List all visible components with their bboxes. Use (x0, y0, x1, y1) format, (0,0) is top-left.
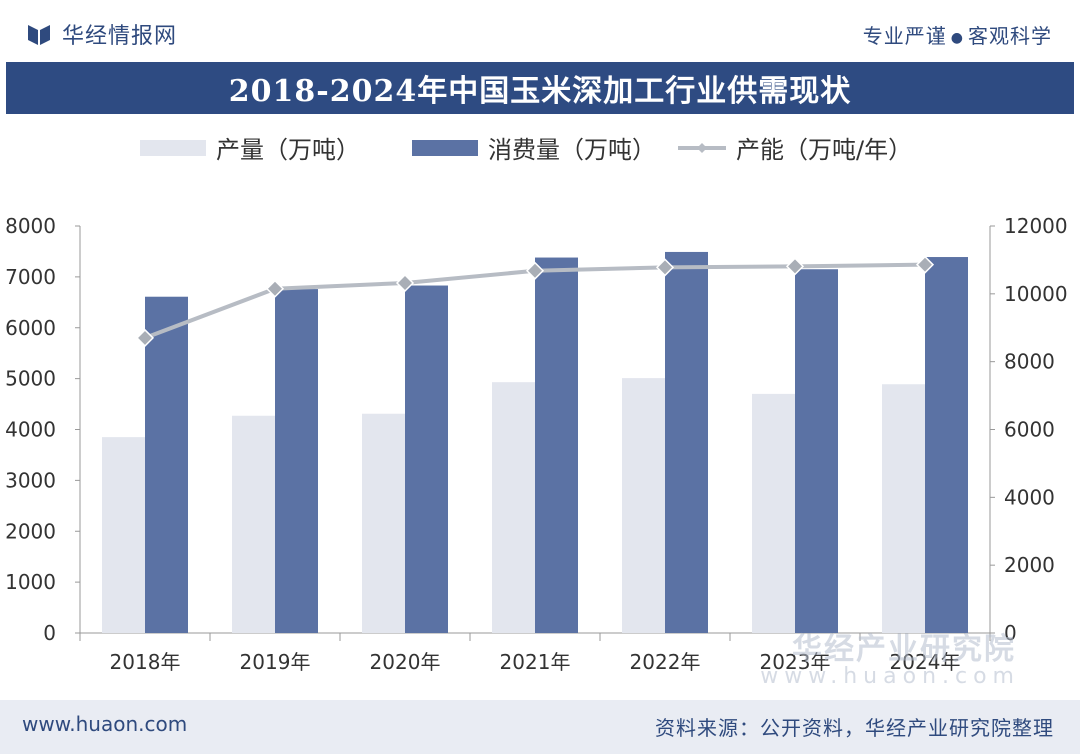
x-tick-label: 2018年 (110, 650, 181, 674)
logo-icon (28, 25, 50, 45)
x-tick-label: 2019年 (240, 650, 311, 674)
bar-consumption (535, 257, 578, 633)
legend-label-production: 产量（万吨） (216, 136, 360, 164)
bar-production (622, 378, 665, 633)
bar-consumption (405, 285, 448, 633)
y-left-tick-label: 5000 (5, 367, 56, 391)
chart-title: 2018-2024年中国玉米深加工行业供需现状 (228, 74, 852, 109)
bar-consumption (925, 257, 968, 633)
bar-production (362, 413, 405, 633)
watermark-url: www.huaon.com (760, 664, 1020, 689)
legend-item-capacity[interactable]: 产能（万吨/年） (676, 130, 912, 165)
footer-source: 资料来源：公开资料，华经产业研究院整理 (655, 716, 1054, 740)
x-tick-label: 2023年 (760, 650, 831, 674)
y-right-tick-label: 2000 (1004, 553, 1055, 577)
chart-svg: 0 1000 2000 3000 4000 5000 6000 7000 8000 0 2000 40… (5, 214, 1068, 674)
slogan-left: 专业严谨 (862, 24, 947, 48)
bar-production (232, 415, 275, 633)
bar-consumption (665, 251, 708, 633)
bar-consumption (795, 269, 838, 633)
bar-consumption (275, 289, 318, 633)
slogan-dot: ● (950, 29, 964, 46)
y-left-tick-label: 8000 (5, 214, 56, 238)
bar-consumption (145, 296, 188, 633)
y-right-tick-label: 10000 (1004, 282, 1068, 306)
title-bar: 2018-2024年中国玉米深加工行业供需现状 (6, 62, 1074, 114)
brand-name: 华经情报网 (62, 24, 178, 49)
header: 华经情报网 专业严谨 ● 客观科学 (0, 0, 1080, 60)
legend-item-consumption[interactable]: 消费量（万吨） (412, 130, 656, 165)
point-capacity (265, 279, 285, 298)
slogan-right: 客观科学 (968, 24, 1052, 48)
point-capacity (785, 257, 805, 276)
watermark: 华经产业研究院 (792, 632, 1016, 667)
bar-production (882, 384, 925, 633)
y-right-tick-label: 8000 (1004, 350, 1055, 374)
legend-swatch-consumption (412, 139, 478, 156)
y-right-tick-label: 4000 (1004, 485, 1055, 509)
y-left-tick-label: 1000 (5, 570, 56, 594)
y-left-tick-label: 6000 (5, 316, 56, 340)
x-tick-label: 2024年 (890, 650, 961, 674)
footer: www.huaon.com 资料来源：公开资料，华经产业研究院整理 (0, 700, 1080, 754)
slogan: 专业严谨 ● 客观科学 (863, 20, 1052, 49)
point-capacity (525, 261, 545, 280)
x-tick-label: 2022年 (630, 650, 701, 674)
y-right-tick-label: 6000 (1004, 418, 1055, 442)
footer-url[interactable]: www.huaon.com (22, 712, 188, 736)
y-left-tick-label: 4000 (5, 418, 56, 442)
bar-production (752, 393, 795, 633)
y-right-tick-label: 12000 (1004, 214, 1068, 238)
point-capacity (135, 328, 155, 347)
brand-logo[interactable]: 华经情报网 (26, 18, 177, 50)
point-capacity (655, 258, 675, 277)
y-left-tick-label: 7000 (5, 265, 56, 289)
legend: 产量（万吨） 消费量（万吨） 产能（万吨/年） (0, 130, 1080, 170)
legend-swatch-production (140, 139, 206, 156)
x-tick-label: 2020年 (370, 650, 441, 674)
legend-swatch-capacity (678, 142, 726, 153)
y-left-tick-label: 2000 (5, 519, 56, 543)
y-left-tick-label: 0 (43, 621, 56, 645)
legend-label-capacity: 产能（万吨/年） (736, 136, 913, 164)
point-capacity (395, 273, 415, 293)
point-capacity (915, 255, 935, 274)
legend-item-production[interactable]: 产量（万吨） (140, 130, 360, 165)
y-left-tick-label: 3000 (5, 468, 56, 492)
x-tick-label: 2021年 (500, 650, 571, 674)
bar-production (102, 437, 145, 633)
legend-label-consumption: 消费量（万吨） (488, 136, 656, 164)
chart-area: 0 1000 2000 3000 4000 5000 6000 7000 8000 0 2000 40… (0, 180, 1080, 700)
bar-production (492, 382, 535, 633)
y-right-tick-label: 0 (1004, 621, 1017, 645)
